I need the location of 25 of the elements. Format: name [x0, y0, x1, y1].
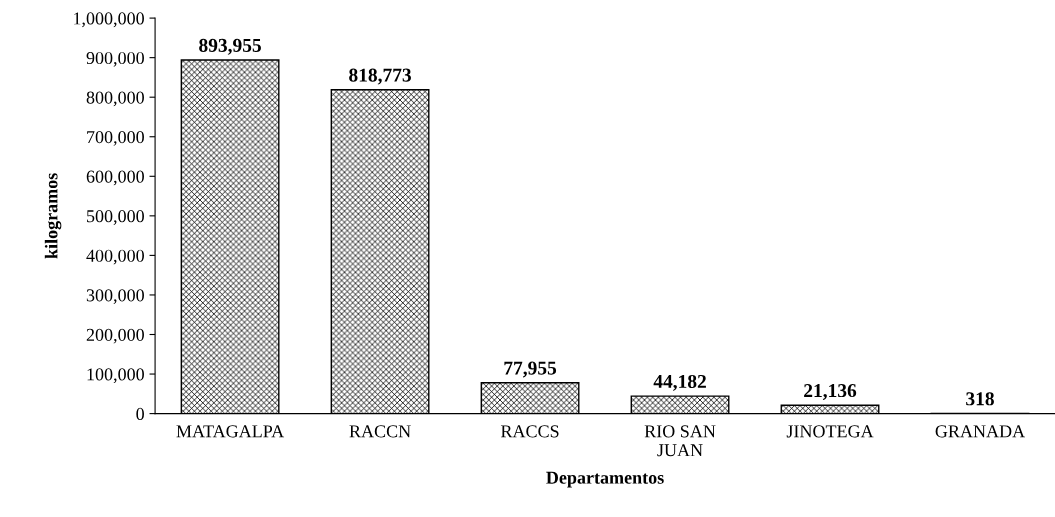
y-tick-label: 200,000 [86, 328, 144, 344]
data-label: 818,773 [349, 68, 411, 85]
y-tick-label: 0 [136, 407, 144, 421]
data-label: 44,182 [653, 374, 706, 391]
y-tick-label: 400,000 [86, 249, 144, 265]
y-axis-title: kilogramos [44, 173, 62, 259]
x-tick-label: JINOTEGA [786, 425, 874, 438]
data-label: 77,955 [504, 361, 557, 378]
x-tick-label: RACCN [349, 425, 411, 438]
y-tick-label: 300,000 [86, 289, 144, 304]
y-tick-label: 900,000 [86, 51, 144, 67]
y-tick-label: 800,000 [86, 91, 144, 107]
x-tick-label: RIO SAN JUAN [644, 425, 716, 457]
x-axis-title: Departamentos [546, 471, 664, 488]
y-tick-label: 1,000,000 [74, 12, 144, 28]
y-tick-label: 500,000 [87, 210, 144, 225]
y-tick-label: 100,000 [87, 368, 144, 384]
x-tick-label: MATAGALPA [176, 425, 285, 438]
data-label: 318 [966, 392, 994, 406]
data-label: 893,955 [199, 38, 261, 55]
x-tick-label: RACCS [500, 425, 559, 438]
y-tick-label: 600,000 [86, 170, 144, 186]
x-tick-label: GRANADA [935, 425, 1026, 438]
y-tick-label: 700,000 [87, 131, 144, 146]
data-label: 21,136 [804, 384, 857, 400]
